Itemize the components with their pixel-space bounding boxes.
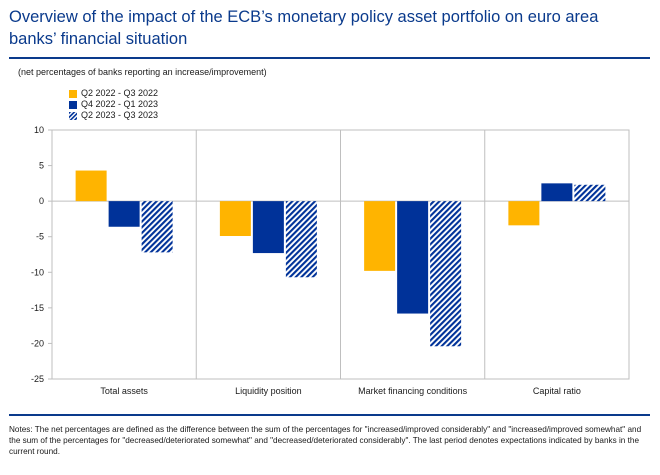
bar-3-market-financing-conditions xyxy=(430,201,462,347)
title-divider xyxy=(9,57,650,59)
legend-swatch-series-2 xyxy=(69,100,77,109)
bar-2-total-assets xyxy=(108,201,140,227)
y-tick-label: -25 xyxy=(31,374,44,384)
y-tick-label: -20 xyxy=(31,338,44,348)
y-tick-label: -15 xyxy=(31,303,44,313)
category-label: Liquidity position xyxy=(235,386,302,396)
bar-chart: 10 5 0 -5 -10 -15 -20 -25 Total assets Liquidity … xyxy=(31,125,630,396)
bar-1-capital-ratio xyxy=(508,201,540,226)
bar-1-total-assets xyxy=(75,170,107,202)
bar-1-market-financing-conditions xyxy=(364,201,396,271)
y-tick-label: 10 xyxy=(34,125,44,135)
bar-2-market-financing-conditions xyxy=(397,201,429,314)
bar-3-total-assets xyxy=(141,201,173,253)
legend-label-series-2: Q4 2022 - Q1 2023 xyxy=(81,99,159,109)
legend-item-series-3: Q2 2023 - Q3 2023 xyxy=(69,110,158,121)
chart-title: Overview of the impact of the ECB’s mone… xyxy=(9,8,599,48)
notes-divider xyxy=(9,414,650,416)
bar-1-liquidity-position xyxy=(219,201,251,237)
chart-subtitle: (net percentages of banks reporting an i… xyxy=(18,67,267,77)
category-label: Total assets xyxy=(100,386,148,396)
bar-3-capital-ratio xyxy=(574,184,606,202)
y-tick-label: 0 xyxy=(39,196,44,206)
legend-item-series-1: Q2 2022 - Q3 2022 xyxy=(69,88,158,99)
y-tick-label: -5 xyxy=(36,232,44,242)
y-tick-label: 5 xyxy=(39,161,44,171)
legend-swatch-series-1 xyxy=(69,89,77,98)
category-label: Market financing conditions xyxy=(358,386,468,396)
chart-notes: Notes: The net percentages are defined a… xyxy=(9,425,642,456)
chart-legend: Q2 2022 - Q3 2022 Q4 2022 - Q1 2023 Q2 2… xyxy=(69,88,158,121)
legend-item-series-2: Q4 2022 - Q1 2023 xyxy=(69,99,158,110)
bar-2-liquidity-position xyxy=(252,201,284,254)
y-tick-label: -10 xyxy=(31,267,44,277)
category-label: Capital ratio xyxy=(533,386,581,396)
legend-label-series-3: Q2 2023 - Q3 2023 xyxy=(81,110,159,120)
bar-3-liquidity-position xyxy=(285,201,317,278)
bar-2-capital-ratio xyxy=(541,183,573,202)
legend-label-series-1: Q2 2022 - Q3 2022 xyxy=(81,88,159,98)
legend-swatch-series-3 xyxy=(69,111,77,120)
